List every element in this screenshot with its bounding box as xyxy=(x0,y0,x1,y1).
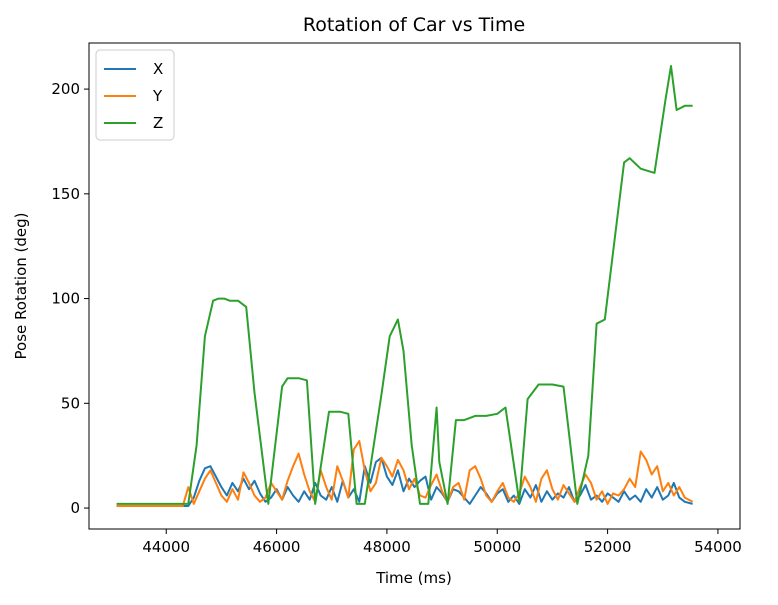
x-tick-label: 50000 xyxy=(473,538,521,556)
x-axis: 44000 46000 48000 50000 52000 54000 xyxy=(142,529,742,556)
y-tick-label: 0 xyxy=(70,499,80,517)
series-line-y xyxy=(116,440,694,507)
legend-label-y: Y xyxy=(152,87,163,105)
legend: XYZ xyxy=(95,49,175,141)
chart-title: Rotation of Car vs Time xyxy=(303,14,525,36)
legend-label-z: Z xyxy=(153,114,163,132)
legend-label-x: X xyxy=(153,60,163,78)
series-layer xyxy=(116,65,694,507)
series-line-x xyxy=(116,456,693,507)
series-line-z xyxy=(116,65,693,505)
y-tick-label: 100 xyxy=(51,290,80,308)
plot-frame xyxy=(88,42,741,530)
x-axis-label: Time (ms) xyxy=(375,569,452,587)
x-tick-label: 44000 xyxy=(142,538,190,556)
x-tick-label: 46000 xyxy=(253,538,301,556)
x-tick-label: 52000 xyxy=(584,538,632,556)
y-axis-label: Pose Rotation (deg) xyxy=(12,213,30,360)
y-tick-label: 150 xyxy=(51,185,80,203)
y-tick-label: 200 xyxy=(51,80,80,98)
y-tick-label: 50 xyxy=(61,394,80,412)
y-axis: 0 50 100 150 200 xyxy=(51,80,89,517)
x-tick-label: 54000 xyxy=(694,538,742,556)
x-tick-label: 48000 xyxy=(363,538,411,556)
